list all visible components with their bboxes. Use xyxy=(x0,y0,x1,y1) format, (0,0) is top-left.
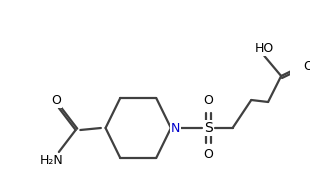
Text: O: O xyxy=(203,95,213,107)
Text: S: S xyxy=(204,121,213,135)
Text: O: O xyxy=(303,59,310,73)
Text: H₂N: H₂N xyxy=(39,154,63,168)
Text: N: N xyxy=(171,121,180,135)
Text: HO: HO xyxy=(255,42,274,54)
Text: O: O xyxy=(51,93,61,106)
Text: O: O xyxy=(203,149,213,161)
